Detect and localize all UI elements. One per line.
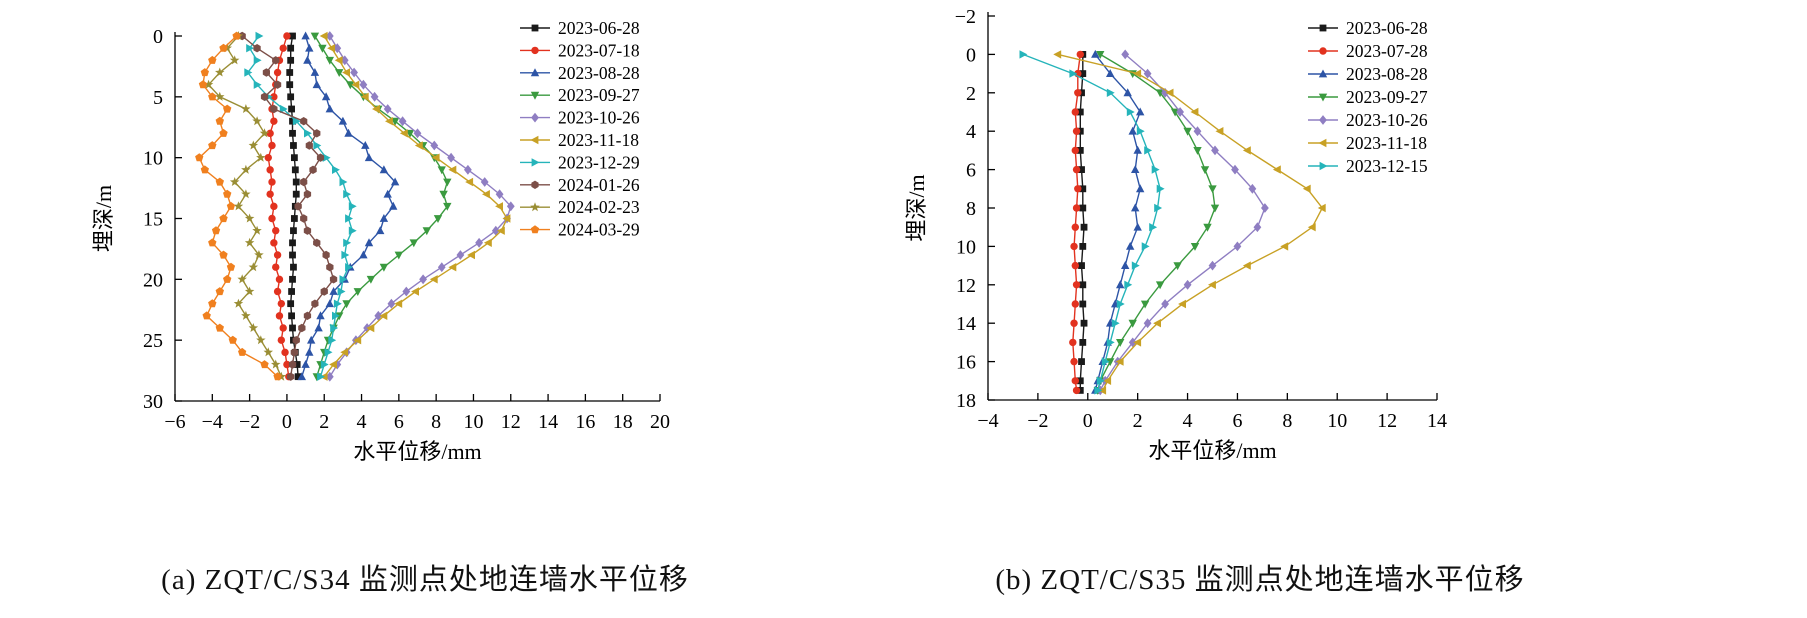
svg-text:8: 8	[431, 411, 441, 433]
svg-text:14: 14	[538, 411, 558, 433]
series-2023-10-26	[1096, 49, 1269, 396]
svg-text:15: 15	[143, 209, 163, 231]
series-2023-12-29	[244, 31, 357, 381]
series-2023-08-28	[297, 31, 400, 381]
legend-entry: 2024-02-23	[558, 197, 640, 217]
svg-text:12: 12	[956, 275, 976, 297]
chart-a-canvas: −6 −4 −2 0 2 4 6 8 10 12 14 16 18 20 0 5 10 15 20 25 30 水平位移/…	[91, 18, 670, 464]
svg-text:16: 16	[956, 352, 976, 374]
series-2024-01-26	[238, 31, 338, 381]
svg-text:6: 6	[966, 160, 976, 182]
legend-entry: 2023-08-28	[558, 63, 640, 83]
svg-text:4: 4	[357, 411, 367, 433]
x-axis-label: 水平位移/mm	[353, 439, 481, 464]
svg-text:6: 6	[1232, 410, 1242, 432]
svg-text:8: 8	[1282, 410, 1292, 432]
svg-text:4: 4	[966, 121, 976, 143]
svg-text:5: 5	[153, 87, 163, 109]
svg-text:6: 6	[394, 411, 404, 433]
legend-entry: 2023-07-18	[558, 40, 640, 60]
svg-text:2: 2	[966, 83, 976, 105]
series-2023-12-15	[1019, 50, 1165, 395]
svg-text:20: 20	[650, 411, 670, 433]
chart-b-canvas: −4 −2 0 2 4 6 8 10 12 14 −2 0 2 4 6 8 10 12 14 16 18 水平位移/mm 埋…	[904, 6, 1447, 463]
legend-entry: 2024-03-29	[558, 220, 640, 240]
svg-text:14: 14	[956, 313, 976, 335]
svg-text:4: 4	[1183, 410, 1193, 432]
svg-text:−6: −6	[164, 411, 185, 433]
chart-a-caption: (a) ZQT/C/S34 监测点处地连墙水平位移	[161, 564, 689, 596]
series-2024-02-23	[203, 31, 287, 381]
legend-entry: 2023-07-28	[1346, 41, 1428, 61]
legend-entry: 2023-08-28	[1346, 64, 1428, 84]
axis-labels: −6 −4 −2 0 2 4 6 8 10 12 14 16 18 20 0 5 10 15 20 25 30 水平位移/…	[91, 26, 670, 464]
legend-entry: 2023-10-26	[558, 108, 640, 128]
svg-text:8: 8	[966, 198, 976, 220]
chart-a: −6 −4 −2 0 2 4 6 8 10 12 14 16 18 20 0 5 10 15 20 25 30 水平位移/…	[55, 2, 795, 598]
svg-text:0: 0	[282, 411, 292, 433]
legend-entry: 2023-12-29	[558, 152, 640, 172]
chart-b: −4 −2 0 2 4 6 8 10 12 14 −2 0 2 4 6 8 10 12 14 16 18 水平位移/mm 埋…	[890, 2, 1630, 598]
series-2023-07-28	[1069, 50, 1084, 395]
axes	[987, 12, 1438, 401]
svg-text:12: 12	[501, 411, 521, 433]
svg-text:30: 30	[143, 391, 163, 413]
y-axis-label: 埋深/m	[91, 185, 116, 252]
svg-text:10: 10	[463, 411, 483, 433]
svg-text:−2: −2	[239, 411, 260, 433]
legend-entry: 2023-11-18	[558, 130, 639, 150]
svg-text:18: 18	[956, 390, 976, 412]
legend-entry: 2023-11-18	[1346, 133, 1427, 153]
series-2024-03-29	[195, 31, 282, 381]
series-2023-06-28	[1076, 51, 1088, 394]
series-2023-09-27	[1093, 51, 1220, 395]
x-axis-label: 水平位移/mm	[1148, 438, 1276, 463]
axis-labels: −4 −2 0 2 4 6 8 10 12 14 −2 0 2 4 6 8 10 12 14 16 18 水平位移/mm 埋…	[904, 6, 1447, 463]
svg-text:2: 2	[1133, 410, 1143, 432]
chart-b-caption: (b) ZQT/C/S35 监测点处地连墙水平位移	[995, 564, 1525, 596]
svg-text:−2: −2	[1027, 410, 1048, 432]
series-2023-11-18	[319, 31, 511, 381]
legend: 2023-06-28 2023-07-28 2023-08-28 2023-09-27…	[1308, 18, 1428, 176]
svg-text:25: 25	[143, 330, 163, 352]
svg-text:18: 18	[613, 411, 633, 433]
legend-entry: 2023-12-15	[1346, 156, 1428, 176]
legend-entry: 2023-06-28	[1346, 18, 1428, 38]
svg-text:−4: −4	[202, 411, 223, 433]
legend-entry: 2023-09-27	[1346, 87, 1428, 107]
svg-text:14: 14	[1427, 410, 1447, 432]
legend-entry: 2023-10-26	[1346, 110, 1428, 130]
svg-text:0: 0	[153, 26, 163, 48]
svg-text:20: 20	[143, 269, 163, 291]
svg-text:−4: −4	[977, 410, 998, 432]
svg-text:2: 2	[319, 411, 329, 433]
svg-text:0: 0	[1083, 410, 1093, 432]
svg-text:12: 12	[1377, 410, 1397, 432]
svg-text:0: 0	[966, 44, 976, 66]
series-2023-11-18	[1053, 50, 1326, 395]
legend-entry: 2023-06-28	[558, 18, 640, 38]
series-2023-10-26	[325, 31, 515, 382]
svg-text:10: 10	[143, 148, 163, 170]
legend-entry: 2024-01-26	[558, 175, 640, 195]
legend-entry: 2023-09-27	[558, 85, 640, 105]
svg-text:16: 16	[575, 411, 595, 433]
axes	[174, 32, 661, 402]
y-axis-label: 埋深/m	[904, 174, 929, 241]
svg-text:10: 10	[1327, 410, 1347, 432]
svg-text:−2: −2	[955, 6, 976, 28]
svg-text:10: 10	[956, 236, 976, 258]
